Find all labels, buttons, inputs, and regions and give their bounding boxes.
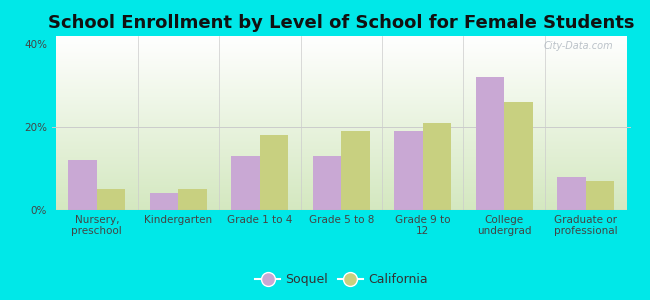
Bar <box>394 131 422 210</box>
Bar <box>586 181 614 210</box>
Bar <box>260 135 289 210</box>
Bar <box>557 177 586 210</box>
Text: City-Data.com: City-Data.com <box>543 41 613 51</box>
Legend: Soquel, California: Soquel, California <box>250 268 432 292</box>
Bar <box>150 194 178 210</box>
Bar <box>313 156 341 210</box>
Bar <box>476 77 504 210</box>
Bar <box>504 102 533 210</box>
Bar <box>97 189 125 210</box>
Bar <box>178 189 207 210</box>
Bar <box>422 123 451 210</box>
Bar <box>231 156 260 210</box>
Title: School Enrollment by Level of School for Female Students: School Enrollment by Level of School for… <box>48 14 634 32</box>
Bar <box>341 131 370 210</box>
Bar <box>68 160 97 210</box>
